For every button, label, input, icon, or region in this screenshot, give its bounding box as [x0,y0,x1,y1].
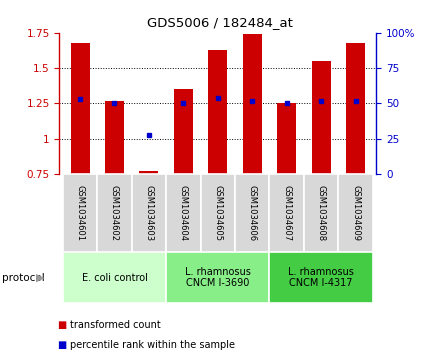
Bar [166,252,269,303]
Text: GSM1034605: GSM1034605 [213,185,222,241]
Bar [174,89,193,174]
Bar [166,174,201,252]
Text: GDS5006 / 182484_at: GDS5006 / 182484_at [147,16,293,29]
Text: protocol: protocol [2,273,45,283]
Text: L. rhamnosus
CNCM I-4317: L. rhamnosus CNCM I-4317 [288,267,354,289]
Text: GSM1034609: GSM1034609 [351,185,360,241]
Bar [70,42,89,174]
Bar [132,174,166,252]
Bar [63,252,166,303]
Bar [97,174,132,252]
Bar [201,174,235,252]
Bar [338,174,373,252]
Bar [139,171,158,174]
Text: ▶: ▶ [36,273,45,283]
Bar [243,34,262,174]
Text: transformed count: transformed count [70,320,160,330]
Text: GSM1034606: GSM1034606 [248,185,257,241]
Text: GSM1034601: GSM1034601 [76,185,84,241]
Bar [105,101,124,174]
Text: GSM1034607: GSM1034607 [282,185,291,241]
Text: GSM1034602: GSM1034602 [110,185,119,241]
Bar [208,50,227,174]
Bar [63,174,97,252]
Bar [235,174,269,252]
Text: percentile rank within the sample: percentile rank within the sample [70,340,235,350]
Text: L. rhamnosus
CNCM I-3690: L. rhamnosus CNCM I-3690 [185,267,251,289]
Bar [269,174,304,252]
Text: E. coli control: E. coli control [81,273,147,283]
Bar [269,252,373,303]
Text: GSM1034603: GSM1034603 [144,185,154,241]
Bar [304,174,338,252]
Text: ■: ■ [57,340,66,350]
Bar [346,42,365,174]
Bar [277,103,296,174]
Text: GSM1034604: GSM1034604 [179,185,188,241]
Text: GSM1034608: GSM1034608 [317,185,326,241]
Bar [312,61,330,174]
Text: ■: ■ [57,320,66,330]
